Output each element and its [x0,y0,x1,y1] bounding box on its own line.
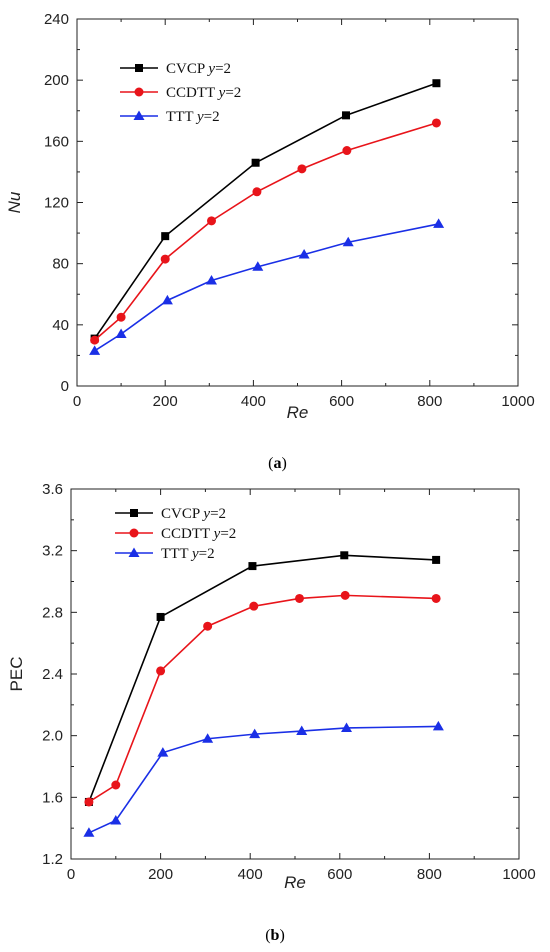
x-tick-label: 1000 [502,866,535,883]
series-cvcp [84,551,441,806]
plot-frame [76,18,519,387]
x-axis-title: Re [284,873,306,892]
y-tick-label: 1.2 [42,851,63,868]
data-point [432,720,444,731]
data-point [161,294,173,305]
data-point [251,158,260,167]
y-tick-label: 240 [44,11,69,28]
data-point [432,555,441,564]
legend-swatch-marker [134,87,144,97]
y-tick-label: 2.0 [42,728,63,745]
chart-panel-b: 0 200 400 600 800 1000 1.2 1.6 2.0 2.4 2.8 3.2 3.6 Re… [7,481,536,944]
x-tick-label: 200 [148,866,173,883]
data-point [157,747,169,757]
data-point [252,261,264,271]
y-tick-label: 2.8 [42,604,63,621]
data-point [342,236,354,247]
series-ccdtt [90,118,441,345]
legend-label: CCDTT y=2 [161,526,236,542]
y-tick-label: 120 [44,195,69,212]
legend-swatch-marker [129,528,139,538]
data-point [160,254,170,264]
panel-caption: (a) [268,455,287,472]
y-axis-title: PEC [7,657,26,692]
series-line [88,554,437,803]
series-line [88,594,437,803]
y-tick-label: 2.4 [42,666,63,683]
y-tick-label: 80 [52,256,69,273]
data-point [156,666,166,676]
data-point [110,814,122,825]
legend-swatch-marker [128,547,140,557]
series-ttt [89,218,445,355]
data-point [252,187,262,197]
data-point [431,118,441,128]
x-tick-label: 1000 [501,393,534,410]
data-point [433,218,445,228]
data-point [340,551,349,560]
y-tick-label: 40 [52,317,69,334]
chart-panel-a: 0 200 400 600 800 1000 0 40 80 120 160 200 240 Re Nu CV… [5,11,535,472]
data-point [206,274,218,285]
data-point [111,780,121,790]
data-point [249,601,259,611]
data-point [83,827,95,837]
legend-label: CVCP y=2 [161,506,226,522]
x-tick-label: 600 [329,393,354,410]
data-point [84,797,94,807]
data-point [297,164,307,174]
series-line [94,223,439,352]
panel-caption: (b) [265,927,285,944]
legend-label: CCDTT y=2 [166,85,241,101]
x-tick-label: 400 [238,866,263,883]
data-point [342,146,352,156]
data-point [298,248,310,259]
x-tick-label: 400 [241,393,266,410]
x-axis-title: Re [287,403,309,422]
y-axis-title: Nu [5,191,24,213]
y-tick-label: 3.6 [42,481,63,498]
series-line [93,82,437,340]
y-tick-label: 160 [44,133,69,150]
data-point [432,79,441,88]
data-point [89,345,101,355]
legend-label: TTT y=2 [166,109,220,125]
x-tick-label: 600 [327,866,352,883]
data-point [90,335,100,345]
data-point [294,593,304,603]
data-point [431,593,441,603]
y-tick-label: 0 [61,378,69,395]
data-point [341,722,353,732]
y-tick-label: 3.2 [42,543,63,560]
data-point [249,728,261,739]
series-line [88,725,439,834]
x-tick-label: 800 [417,866,442,883]
x-tick-label: 0 [67,866,75,883]
series-ttt [83,720,444,837]
data-point [340,590,350,600]
data-point [203,621,213,631]
x-tick-label: 0 [73,393,81,410]
legend-swatch-marker [133,110,145,120]
data-point [207,216,217,226]
data-point [248,562,257,571]
data-point [161,232,170,241]
data-point [116,312,126,322]
legend-label: TTT y=2 [161,546,215,562]
x-tick-label: 800 [417,393,442,410]
data-point [296,725,308,736]
legend-label: CVCP y=2 [166,61,231,77]
x-tick-label: 200 [153,393,178,410]
series-ccdtt [84,590,441,807]
legend-swatch-marker [130,509,138,517]
data-point [202,733,214,743]
series-line [94,122,437,341]
data-point [342,111,351,120]
y-tick-label: 1.6 [42,789,63,806]
data-point [115,328,127,339]
data-point [156,612,165,621]
y-tick-label: 200 [44,72,69,89]
legend-swatch-marker [135,64,143,72]
